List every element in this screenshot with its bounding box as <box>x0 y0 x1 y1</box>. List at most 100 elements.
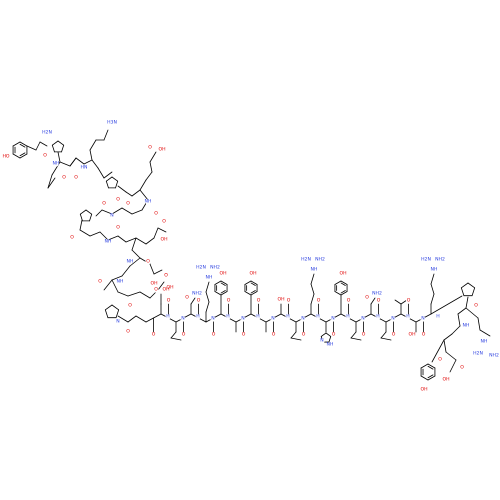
imidazole-ring-bond <box>325 332 332 337</box>
oxygen-atom: O <box>474 303 478 309</box>
atom-label-backdrop <box>153 211 159 217</box>
atom-label-backdrop <box>375 314 381 320</box>
glutamate-side-chain-bond <box>145 237 155 245</box>
oxygen-atom: O <box>148 145 152 151</box>
backbone-bond <box>457 313 461 327</box>
nitrogen-atom: N <box>271 316 274 322</box>
nitrogen-atom: H2N <box>196 265 206 271</box>
oxygen-atom: O <box>128 303 132 309</box>
backbone-bond <box>39 141 48 147</box>
atom-label-backdrop <box>145 199 151 205</box>
oxygen-atom: OH <box>150 281 157 287</box>
backbone-bond <box>131 209 143 215</box>
glutamate-side-chain-bond <box>157 227 167 233</box>
arginine-side-chain-bond <box>310 273 315 285</box>
atom-label-backdrop <box>255 298 262 304</box>
nitrogen-atom: NH2 <box>435 257 445 263</box>
atom-label-layer: HOH2NONHOHNOH3NOOOOHNHONOONHOOHONHOOOHNH… <box>2 120 499 393</box>
tyrosine-ring-bond <box>244 280 252 285</box>
pyrrolidine-ring-bond <box>51 144 55 153</box>
backbone-bond <box>103 279 113 291</box>
aromatic-double-bond <box>427 365 434 370</box>
atom-label-backdrop <box>147 145 153 151</box>
nitrogen-atom: NH <box>327 342 334 348</box>
tyrosine-ring-bond <box>334 280 342 285</box>
atom-label-backdrop <box>375 298 382 304</box>
atom-label-backdrop <box>409 332 415 338</box>
pyrrolidine-ring-bond <box>61 144 65 153</box>
tyrosine-side-chain-bond <box>431 339 445 363</box>
oxygen-atom: O <box>392 332 396 338</box>
atom-label-backdrop <box>459 365 465 371</box>
atom-label-backdrop <box>315 298 322 304</box>
atom-label-backdrop <box>285 298 292 304</box>
oxygen-atom: O <box>154 287 158 293</box>
backbone-bond <box>135 315 147 323</box>
glutamate-side-chain-bond <box>153 227 159 239</box>
atom-label-backdrop <box>198 265 204 271</box>
nitrogen-atom: H <box>256 314 259 320</box>
nitrogen-atom: N <box>301 316 304 322</box>
nitrogen-atom: N <box>320 338 323 344</box>
nitrogen-atom: H <box>196 314 199 320</box>
backbone-bond <box>131 237 137 251</box>
backbone-bond <box>111 275 123 281</box>
atom-label-backdrop <box>270 332 277 338</box>
backbone-bond <box>69 157 77 167</box>
nitrogen-atom: H <box>166 314 169 320</box>
atom-label-backdrop <box>145 259 151 265</box>
oxygen-atom: O <box>377 298 381 304</box>
tyrosine-ring-bond <box>427 375 436 381</box>
leucine-side-chain-bond <box>170 331 177 339</box>
oxygen-atom: O <box>62 175 66 181</box>
pyrrolidine-ring-bond <box>79 209 87 215</box>
atom-label-backdrop <box>405 298 412 304</box>
leucine-side-chain-bond <box>290 331 297 339</box>
backbone-bond <box>121 207 133 215</box>
aromatic-double-bond <box>220 290 226 294</box>
arginine-side-chain-bond <box>430 283 435 295</box>
nitrogen-atom: H <box>346 314 349 320</box>
backbone-bond <box>451 325 461 335</box>
nitrogen-atom: NH <box>481 339 488 345</box>
arginine-side-chain-bond <box>205 301 210 313</box>
pyrrolidine-ring-bond <box>85 209 93 215</box>
arginine-side-chain-bond <box>310 293 315 305</box>
oxygen-atom: OH <box>277 297 284 303</box>
leucine-side-chain-bond <box>380 337 392 341</box>
pyrrolidine-ring-bond <box>104 304 113 311</box>
atom-label-backdrop <box>97 279 103 285</box>
oxygen-atom: OH <box>160 237 167 243</box>
backbone-bond <box>89 231 101 237</box>
aromatic-double-bond <box>19 143 26 148</box>
backbone-bond <box>95 209 103 217</box>
nitrogen-atom: NH <box>206 275 213 281</box>
atom-label-backdrop <box>300 332 307 338</box>
atom-label-backdrop <box>105 239 111 245</box>
oxygen-atom: O <box>185 295 189 301</box>
atom-label-backdrop <box>481 339 487 345</box>
oxygen-atom: O <box>365 295 369 301</box>
backbone-bond <box>131 189 141 197</box>
leucine-side-chain-bond <box>350 337 362 341</box>
oxygen-atom: O <box>154 211 158 217</box>
aromatic-double-bond <box>250 290 256 294</box>
atom-label-backdrop <box>443 377 449 383</box>
oxygen-atom: O <box>116 225 120 231</box>
backbone-bond <box>457 307 467 315</box>
atom-label-backdrop <box>125 201 131 207</box>
atom-label-backdrop <box>240 332 247 338</box>
aspartate-side-chain-bond <box>157 281 165 291</box>
backbone-bond <box>99 231 109 241</box>
oxygen-atom: O <box>164 273 168 279</box>
lysine-side-chain-bond <box>103 129 109 141</box>
tyrosine-ring-bond <box>214 291 222 296</box>
atom-label-backdrop <box>240 316 246 322</box>
atom-label-backdrop <box>159 147 165 153</box>
tyrosine-ring-bond <box>220 280 228 285</box>
atom-label-backdrop <box>319 338 325 344</box>
atom-label-backdrop <box>44 130 50 136</box>
nitrogen-atom: H <box>376 314 379 320</box>
backbone-bond <box>125 237 137 243</box>
